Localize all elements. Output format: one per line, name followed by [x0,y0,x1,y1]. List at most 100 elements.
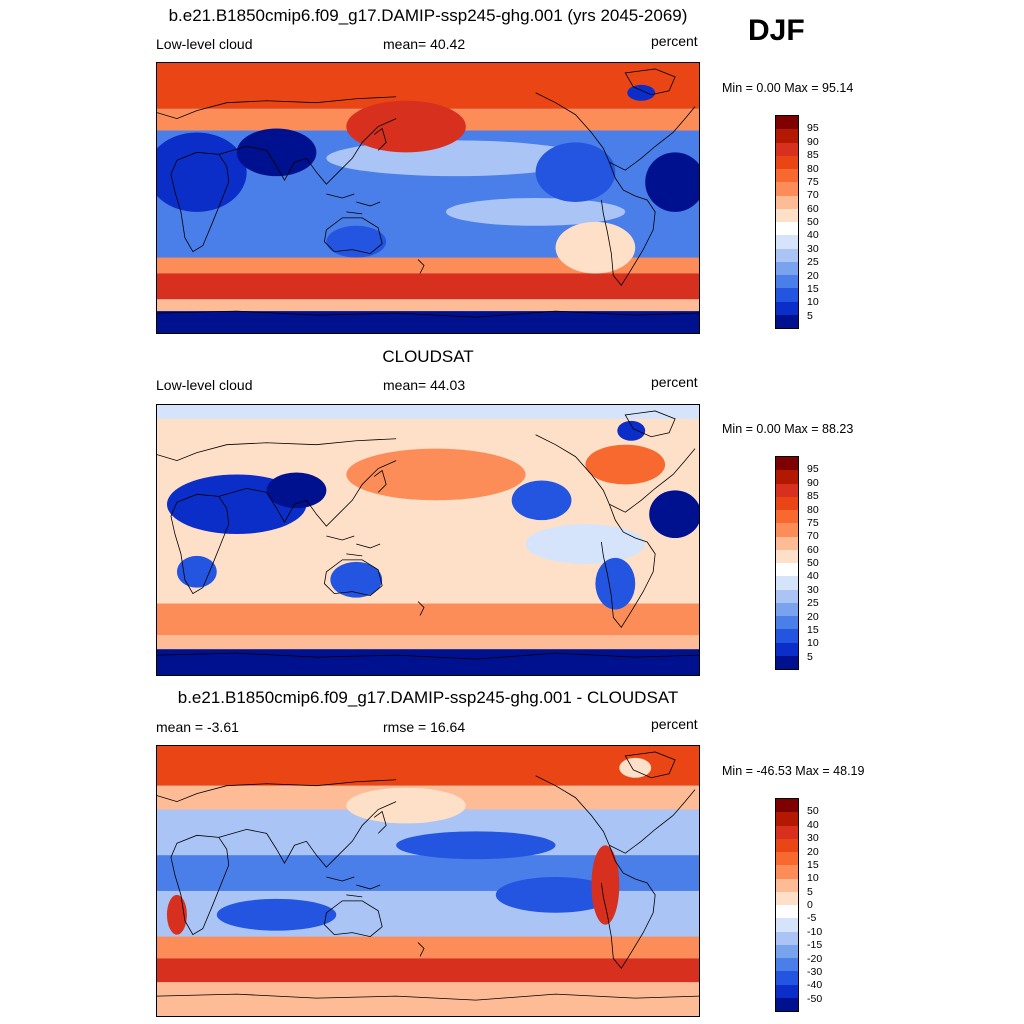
coastline [157,993,699,1001]
coastline [535,92,696,171]
colorbar-tick-label: 5 [807,650,813,663]
colorbar-tick-label: 50 [807,805,819,818]
coastline [157,310,699,318]
panel-2-mean-label: mean= 44.03 [383,377,466,393]
colorbar-tick-label: 30 [807,242,819,255]
coastline [170,493,230,595]
field-patch [595,557,636,610]
panel-3-min-max: Min = -46.53 Max = 48.19 [722,764,865,778]
colorbar-swatch [776,235,798,249]
coastline [326,193,381,215]
colorbar-tick-label: 20 [807,610,819,623]
coastline [600,845,656,970]
coastline [323,900,383,938]
coastline [417,601,425,616]
colorbar-swatch [776,602,798,616]
colorbar-tick-label: 80 [807,503,819,516]
panel-3-mean-label: mean = -3.61 [156,719,239,735]
field-patch [591,845,620,925]
colorbar-swatch [776,589,798,603]
coastline [157,438,397,462]
colorbar-tick-label: 90 [807,135,819,148]
field-band [157,299,699,312]
field-patch [585,444,666,485]
colorbar-swatch [776,222,798,236]
field-patch [330,561,383,598]
colorbar-tick-label: 50 [807,557,819,569]
coastline [535,775,696,854]
colorbar-swatch [776,457,798,471]
field-band [157,746,699,786]
coastline [373,469,387,493]
colorbar-swatch [776,523,798,537]
colorbar-swatch [776,958,798,972]
coastline [373,127,387,151]
colorbar-swatch [776,616,798,630]
colorbar-swatch [776,997,798,1011]
colorbar-swatch [776,563,798,577]
panel-3-map [156,745,700,1017]
field-band [157,63,699,109]
colorbar-tick-label: -15 [807,939,823,952]
colorbar-swatch [776,944,798,958]
coastline [170,834,230,936]
colorbar-swatch [776,129,798,143]
colorbar-swatch [776,655,798,669]
colorbar-tick-label: -10 [807,925,823,938]
field-patch [535,142,616,202]
colorbar-tick-label: 95 [807,463,819,476]
panel-3-units-label: percent [651,716,698,732]
field-patch [619,757,652,778]
colorbar-tick-label: 60 [807,202,819,215]
colorbar-tick-label: -20 [807,952,823,965]
colorbar-tick-label: 50 [807,216,819,228]
colorbar-tick-label: -5 [807,912,817,925]
panel-3-title: b.e21.B1850cmip6.f09_g17.DAMIP-ssp245-gh… [177,688,679,707]
field-patch [166,894,187,935]
colorbar-tick-label: 15 [807,623,819,636]
field-patch [511,480,572,521]
colorbar-tick-label: -50 [807,992,823,1005]
colorbar-tick-label: 95 [807,122,819,135]
colorbar-swatch [776,142,798,156]
field-patch [525,524,646,564]
panel-3-colorbar [775,798,799,1012]
coastline [326,535,381,557]
panel-1-units-label: percent [651,33,698,49]
coastline [323,217,383,255]
panel-3-rmse-label: rmse = 16.64 [383,719,466,735]
panel-2-map [156,404,700,676]
colorbar-swatch [776,838,798,852]
panel-2-variable-label: Low-level cloud [156,377,253,393]
colorbar-tick-label: 80 [807,162,819,175]
colorbar-tick-label: 0 [807,899,813,911]
coastline [600,162,656,287]
colorbar-swatch [776,208,798,222]
colorbar-swatch [776,483,798,497]
field-band [157,635,699,650]
colorbar-swatch [776,155,798,169]
panel-1-variable-label: Low-level cloud [156,36,253,52]
coastline [157,652,699,660]
colorbar-swatch [776,275,798,289]
field-band [157,405,699,419]
coastline [535,434,696,513]
colorbar-swatch [776,248,798,262]
colorbar-tick-label: 5 [807,885,813,898]
panel-2-min-max: Min = 0.00 Max = 88.23 [722,422,854,436]
colorbar-swatch [776,642,798,656]
field-patch [216,898,337,931]
colorbar-swatch [776,865,798,879]
colorbar-tick-label: 15 [807,858,819,871]
colorbar-swatch [776,288,798,302]
colorbar-swatch [776,549,798,563]
field-patch [645,152,699,212]
colorbar-swatch [776,182,798,196]
colorbar-tick-label: 30 [807,832,819,845]
colorbar-tick-label: 85 [807,149,819,162]
coastline [218,460,397,527]
colorbar-swatch [776,576,798,590]
field-patch [346,787,466,824]
field-patch [326,225,387,258]
colorbar-swatch [776,878,798,892]
